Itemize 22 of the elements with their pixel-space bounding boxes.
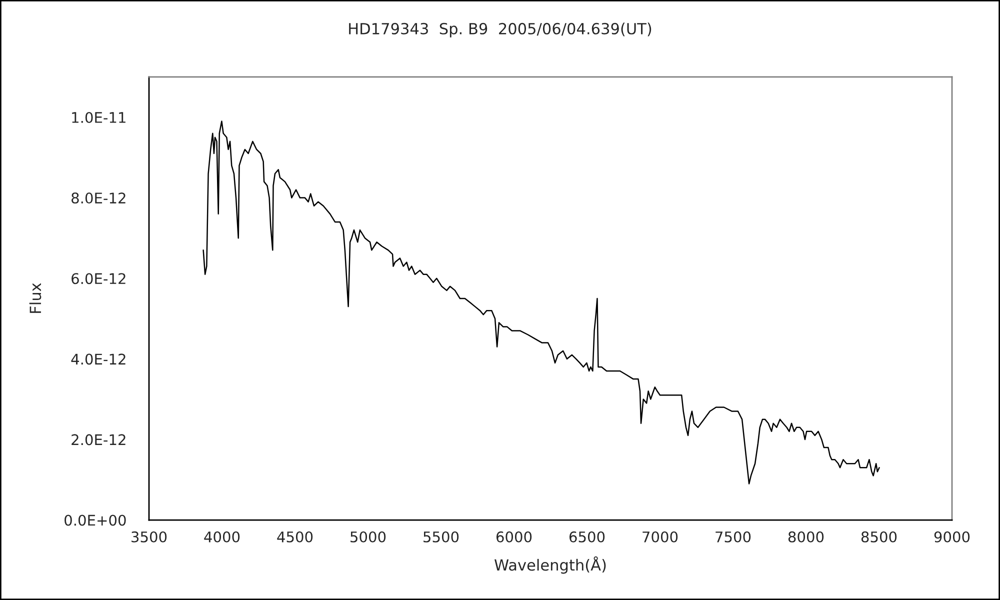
y-tick-label: 4.0E-12 — [71, 354, 126, 365]
x-tick-label: 8500 — [861, 531, 897, 542]
chart-title: HD179343 Sp. B9 2005/06/04.639(UT) — [349, 22, 652, 38]
x-tick-label: 5000 — [350, 531, 386, 542]
y-tick-label: 8.0E-12 — [72, 192, 126, 204]
y-axis-title: Flux — [29, 283, 42, 313]
x-tick-label: 6000 — [496, 531, 532, 542]
x-tick-label: 7500 — [716, 531, 751, 542]
y-tick-label: 2.0E-12 — [72, 434, 126, 446]
x-tick-label: 6500 — [569, 531, 605, 542]
y-tick-label: 1.0E-11 — [72, 112, 126, 124]
x-tick-label: 3500 — [132, 531, 167, 542]
x-tick-label: 9000 — [934, 531, 970, 542]
y-tick-label: 0.0E+00 — [64, 514, 126, 526]
x-tick-label: 5500 — [424, 531, 459, 542]
x-tick-label: 7000 — [642, 531, 678, 542]
x-tick-label: 4000 — [204, 531, 240, 542]
x-tick-label: 4500 — [277, 531, 313, 542]
x-axis-title: Wavelength(Å) — [494, 556, 606, 574]
x-tick-label: 8000 — [788, 531, 824, 542]
line-series — [202, 120, 880, 484]
y-tick-label: 6.0E-12 — [72, 273, 126, 284]
